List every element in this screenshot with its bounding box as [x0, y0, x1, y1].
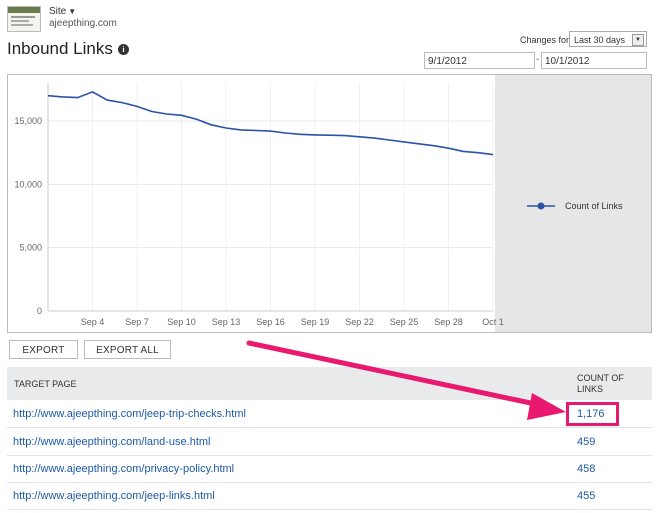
x-tick-label: Sep 28: [434, 317, 463, 327]
annotation-highlight-box: [566, 402, 619, 426]
table-row: http://www.ajeepthing.com/jeep-trip-chec…: [7, 400, 652, 428]
caret-down-icon: ▼: [68, 7, 77, 16]
x-tick-label: Sep 16: [256, 317, 285, 327]
x-tick-label: Sep 4: [81, 317, 105, 327]
legend-marker: [537, 202, 545, 210]
target-page-header[interactable]: TARGET PAGE: [14, 379, 77, 389]
export-button[interactable]: EXPORT: [9, 340, 78, 359]
table-row: http://www.ajeepthing.com/land-use.html …: [7, 428, 652, 456]
dropdown-arrow-icon[interactable]: ▼: [632, 34, 644, 46]
chart-svg: 0 5,000 10,000 15,000 Sep 4 Sep 7 Sep 10 Sep 13…: [14, 75, 651, 332]
x-tick-label: Sep 19: [301, 317, 330, 327]
date-range-select[interactable]: Last 30 days ▼: [569, 31, 647, 47]
x-tick-label: Sep 10: [167, 317, 196, 327]
site-label: Site: [49, 6, 67, 17]
legend-panel: [495, 75, 651, 332]
export-all-button[interactable]: EXPORT ALL: [84, 340, 171, 359]
target-page-link[interactable]: http://www.ajeepthing.com/privacy-policy…: [13, 463, 235, 475]
legend-label: Count of Links: [565, 201, 623, 211]
table-row: http://www.ajeepthing.com/jeep-links.htm…: [7, 482, 652, 510]
count-header-line2: LINKS: [577, 384, 604, 394]
changes-for-label: Changes for: [520, 35, 570, 45]
inbound-links-chart: 0 5,000 10,000 15,000 Sep 4 Sep 7 Sep 10 Sep 13…: [7, 74, 652, 333]
link-count[interactable]: 458: [577, 463, 596, 475]
x-tick-label: Oct 1: [482, 317, 504, 327]
table-row: http://www.ajeepthing.com/privacy-policy…: [7, 455, 652, 483]
y-tick-label: 15,000: [14, 116, 42, 126]
link-count[interactable]: 1,176: [577, 408, 605, 420]
series-line-count-of-links: [47, 91, 494, 156]
target-page-link[interactable]: http://www.ajeepthing.com/jeep-links.htm…: [13, 490, 215, 502]
page-title: Inbound Links: [7, 39, 113, 58]
count-of-links-header[interactable]: COUNT OF LINKS: [577, 373, 637, 395]
y-tick-label: 10,000: [14, 179, 42, 189]
date-separator: -: [536, 54, 540, 65]
target-page-link[interactable]: http://www.ajeepthing.com/land-use.html: [13, 436, 211, 448]
site-selector[interactable]: Site ▼: [49, 6, 76, 17]
date-range-value: Last 30 days: [574, 35, 626, 45]
y-tick-label: 5,000: [19, 243, 42, 253]
count-header-line1: COUNT OF: [577, 373, 624, 383]
link-count[interactable]: 455: [577, 490, 596, 502]
site-thumbnail: [7, 6, 41, 32]
x-tick-label: Sep 22: [345, 317, 374, 327]
y-tick-label: 0: [37, 306, 42, 316]
date-to-input[interactable]: 10/1/2012: [541, 52, 647, 69]
table-header: TARGET PAGE COUNT OF LINKS: [7, 367, 652, 400]
date-from-input[interactable]: 9/1/2012: [424, 52, 535, 69]
x-tick-label: Sep 25: [390, 317, 419, 327]
link-count[interactable]: 459: [577, 436, 596, 448]
x-tick-label: Sep 7: [125, 317, 149, 327]
x-tick-label: Sep 13: [212, 317, 241, 327]
target-page-link[interactable]: http://www.ajeepthing.com/jeep-trip-chec…: [13, 408, 246, 420]
info-icon[interactable]: i: [118, 44, 129, 55]
site-url: ajeepthing.com: [49, 18, 117, 29]
